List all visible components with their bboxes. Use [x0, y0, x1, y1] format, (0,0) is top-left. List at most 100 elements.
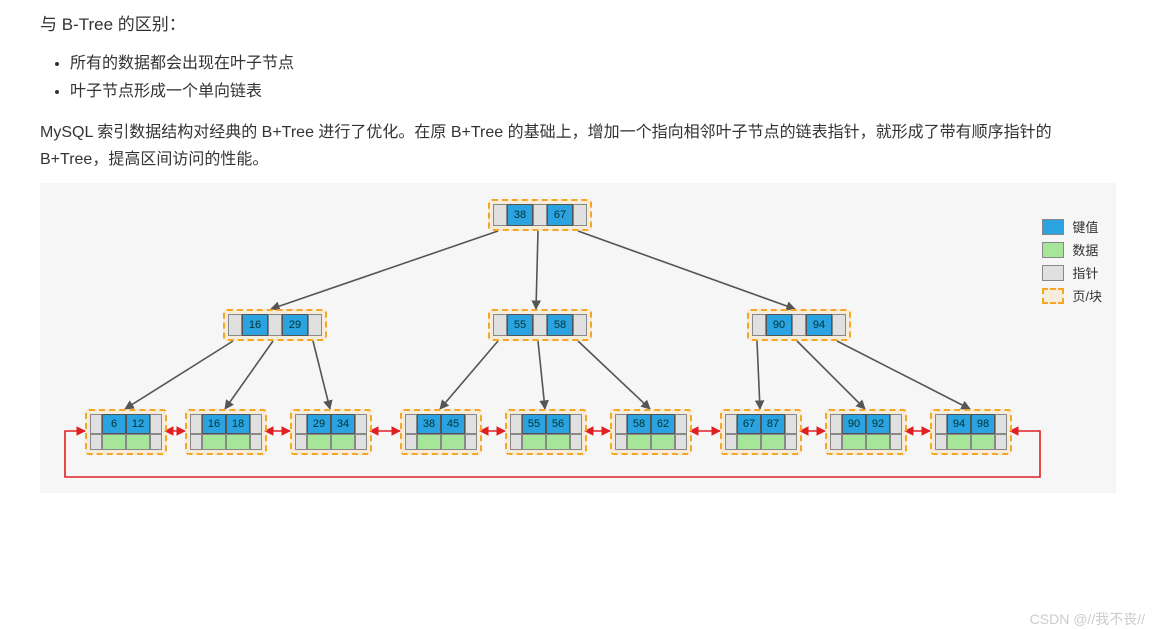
key-cell: 45 — [441, 414, 465, 434]
pointer-cell — [405, 414, 417, 434]
pointer-cell — [573, 314, 587, 336]
key-cell: 29 — [307, 414, 331, 434]
key-cell: 16 — [202, 414, 226, 434]
data-cell — [627, 434, 651, 450]
pointer-cell — [228, 314, 242, 336]
legend-item-key: 键值 — [1042, 217, 1102, 236]
data-cell — [947, 434, 971, 450]
pointer-cell — [90, 434, 102, 450]
pointer-cell — [570, 414, 582, 434]
key-cell: 58 — [627, 414, 651, 434]
pointer-cell — [295, 434, 307, 450]
pointer-cell — [792, 314, 806, 336]
pointer-cell — [752, 314, 766, 336]
leaf-node: 6787 — [720, 409, 802, 455]
bullet-item: 所有的数据都会出现在叶子节点 — [70, 49, 1115, 73]
pointer-cell — [150, 414, 162, 434]
key-cell: 67 — [547, 204, 573, 226]
legend-item-page: 页/块 — [1042, 286, 1102, 305]
data-cell — [522, 434, 546, 450]
pointer-cell — [675, 414, 687, 434]
pointer-cell — [725, 434, 737, 450]
data-cell — [441, 434, 465, 450]
leaf-node: 5862 — [610, 409, 692, 455]
data-cell — [331, 434, 355, 450]
data-cell — [761, 434, 785, 450]
pointer-cell — [570, 434, 582, 450]
watermark: CSDN @//我不丧// — [1030, 609, 1145, 629]
pointer-cell — [890, 414, 902, 434]
key-cell: 94 — [947, 414, 971, 434]
key-cell: 62 — [651, 414, 675, 434]
pointer-cell — [533, 204, 547, 226]
pointer-cell — [830, 414, 842, 434]
pointer-cell — [510, 434, 522, 450]
leaf-node: 3845 — [400, 409, 482, 455]
key-cell: 98 — [971, 414, 995, 434]
legend-label: 页/块 — [1072, 286, 1102, 305]
key-cell: 90 — [842, 414, 866, 434]
bullet-item: 叶子节点形成一个单向链表 — [70, 77, 1115, 101]
mid-node: 1629 — [223, 309, 327, 341]
bptree-diagram: 3867162955589094612161829343845555658626… — [40, 183, 1116, 493]
pointer-cell — [150, 434, 162, 450]
data-cell — [226, 434, 250, 450]
key-cell: 56 — [546, 414, 570, 434]
pointer-cell — [355, 434, 367, 450]
data-cell — [546, 434, 570, 450]
pointer-cell — [465, 434, 477, 450]
pointer-cell — [268, 314, 282, 336]
leaf-node: 1618 — [185, 409, 267, 455]
data-cell — [102, 434, 126, 450]
pointer-cell — [493, 314, 507, 336]
leaf-node: 612 — [85, 409, 167, 455]
pointer-cell — [725, 414, 737, 434]
pointer-cell — [615, 434, 627, 450]
legend: 键值 数据 指针 页/块 — [1042, 213, 1102, 309]
pointer-cell — [890, 434, 902, 450]
pointer-cell — [90, 414, 102, 434]
key-cell: 34 — [331, 414, 355, 434]
pointer-cell — [250, 434, 262, 450]
key-cell: 55 — [522, 414, 546, 434]
data-cell — [307, 434, 331, 450]
legend-item-data: 数据 — [1042, 240, 1102, 259]
data-cell — [737, 434, 761, 450]
key-cell: 6 — [102, 414, 126, 434]
pointer-cell — [675, 434, 687, 450]
pointer-cell — [832, 314, 846, 336]
pointer-cell — [355, 414, 367, 434]
pointer-cell — [995, 414, 1007, 434]
pointer-cell — [533, 314, 547, 336]
pointer-cell — [190, 414, 202, 434]
pointer-cell — [785, 434, 797, 450]
key-cell: 38 — [417, 414, 441, 434]
section-heading: 与 B-Tree 的区别： — [40, 10, 1115, 35]
legend-label: 指针 — [1072, 263, 1098, 282]
pointer-cell — [405, 434, 417, 450]
key-cell: 94 — [806, 314, 832, 336]
key-cell: 90 — [766, 314, 792, 336]
root-node: 3867 — [488, 199, 592, 231]
leaf-node: 2934 — [290, 409, 372, 455]
pointer-cell — [935, 414, 947, 434]
key-cell: 92 — [866, 414, 890, 434]
pointer-cell — [573, 204, 587, 226]
key-cell: 29 — [282, 314, 308, 336]
pointer-cell — [935, 434, 947, 450]
data-cell — [126, 434, 150, 450]
data-cell — [971, 434, 995, 450]
pointer-cell — [830, 434, 842, 450]
leaf-node: 5556 — [505, 409, 587, 455]
pointer-cell — [465, 414, 477, 434]
legend-label: 数据 — [1072, 240, 1098, 259]
pointer-cell — [190, 434, 202, 450]
key-cell: 87 — [761, 414, 785, 434]
key-cell: 55 — [507, 314, 533, 336]
pointer-cell — [308, 314, 322, 336]
data-cell — [866, 434, 890, 450]
leaf-node: 9092 — [825, 409, 907, 455]
pointer-cell — [295, 414, 307, 434]
data-cell — [842, 434, 866, 450]
mid-node: 90 94 — [747, 309, 851, 341]
